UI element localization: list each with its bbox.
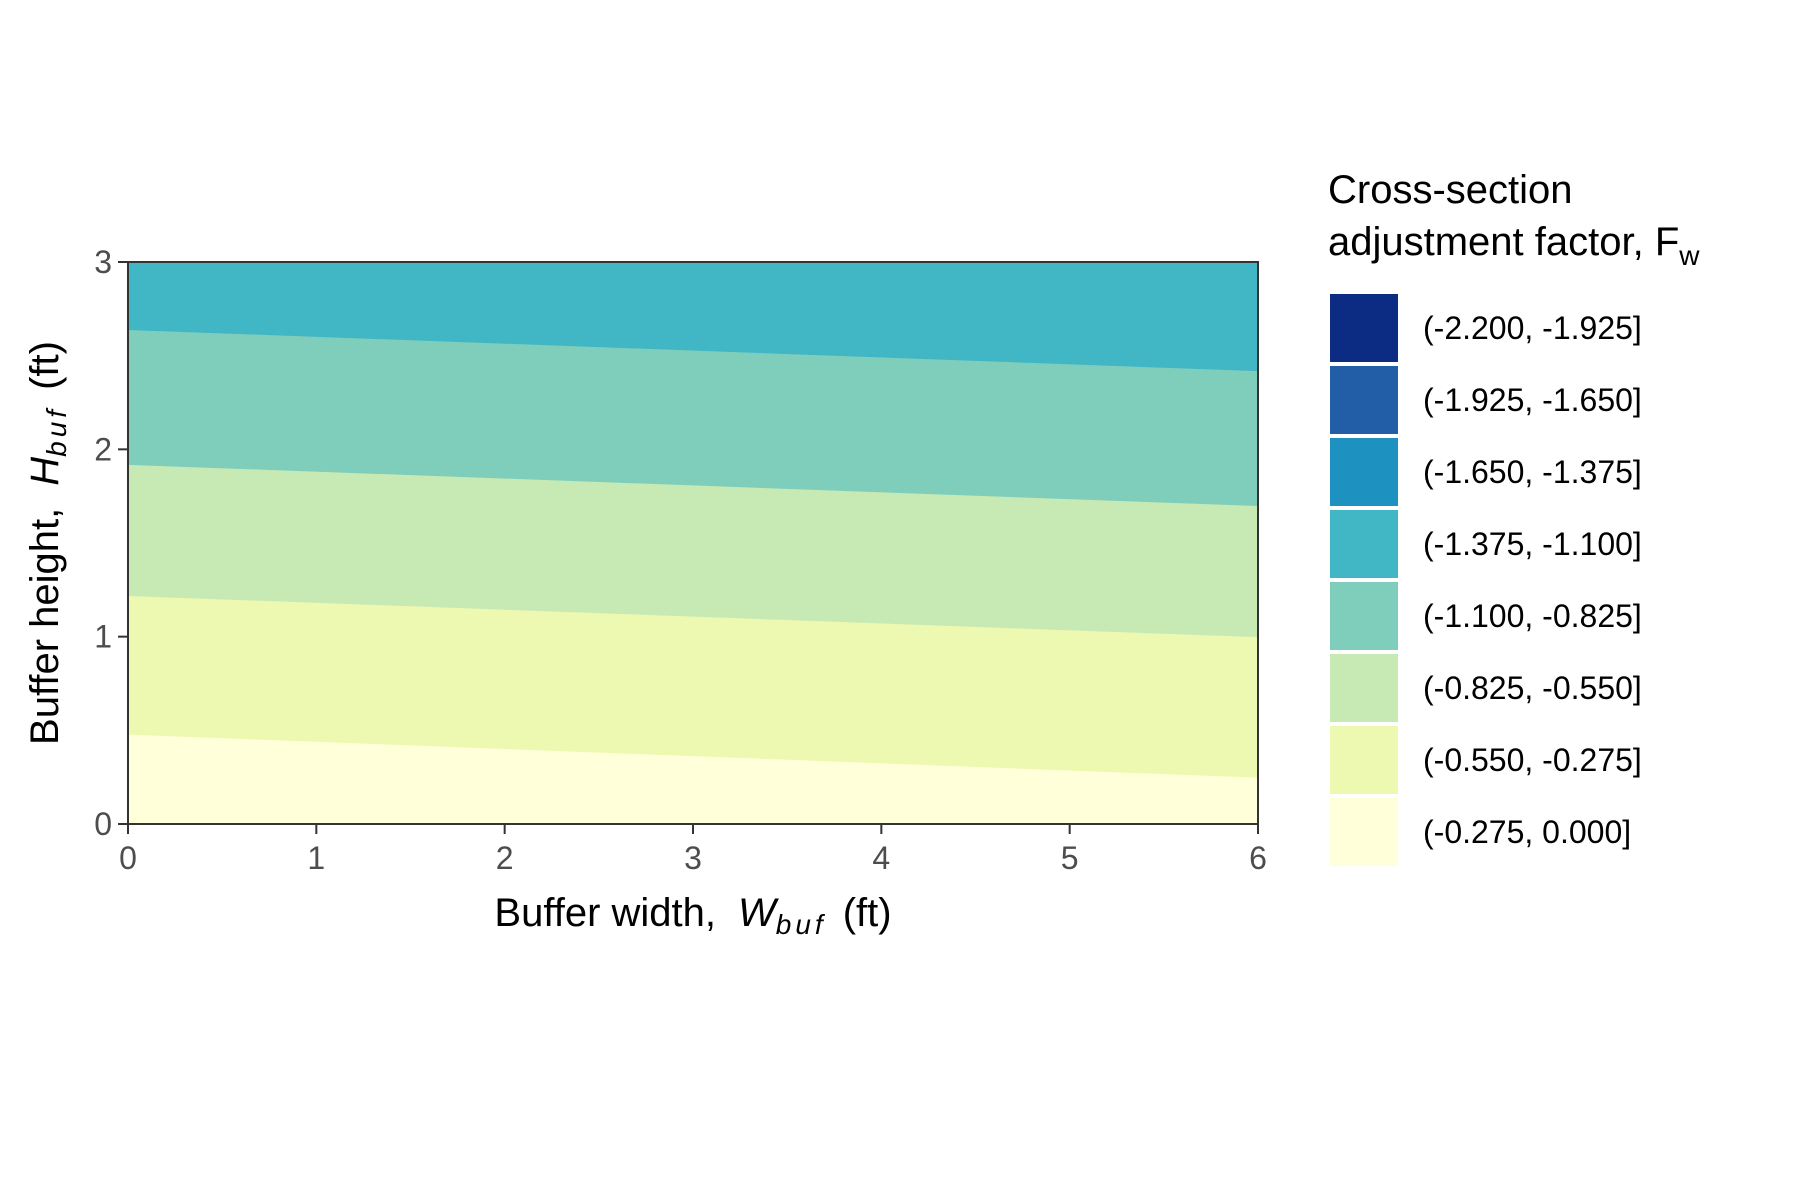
legend-label: (-1.925, -1.650] bbox=[1423, 382, 1642, 418]
legend-label: (-1.650, -1.375] bbox=[1423, 454, 1642, 490]
y-tick-label: 3 bbox=[94, 244, 112, 280]
legend-label: (-1.100, -0.825] bbox=[1423, 598, 1642, 634]
y-tick-label: 2 bbox=[94, 431, 112, 467]
contour-bands bbox=[127, 261, 1259, 825]
legend-key bbox=[1330, 798, 1398, 866]
y-axis-title: Buffer height,Hbuf(ft) bbox=[23, 341, 72, 745]
legend-key bbox=[1330, 510, 1398, 578]
legend-label: (-1.375, -1.100] bbox=[1423, 526, 1642, 562]
x-tick-label: 3 bbox=[684, 840, 702, 876]
legend-key bbox=[1330, 726, 1398, 794]
legend-label: (-0.275, 0.000] bbox=[1423, 814, 1631, 850]
legend-label: (-2.200, -1.925] bbox=[1423, 310, 1642, 346]
legend-label: (-0.825, -0.550] bbox=[1423, 670, 1642, 706]
legend-key bbox=[1330, 582, 1398, 650]
x-tick-label: 5 bbox=[1061, 840, 1079, 876]
legend-items: (-2.200, -1.925] (-1.925, -1.650] (-1.650,… bbox=[1330, 294, 1642, 866]
x-tick-label: 4 bbox=[872, 840, 890, 876]
x-axis-title: Buffer width, Wbuf (ft) bbox=[494, 891, 891, 940]
legend-title-line1: Cross-section bbox=[1328, 168, 1573, 212]
legend-key bbox=[1330, 366, 1398, 434]
y-tick-label: 0 bbox=[94, 806, 112, 842]
legend-key bbox=[1330, 294, 1398, 362]
x-axis: 0 1 2 3 4 5 6 bbox=[119, 824, 1267, 876]
x-tick-label: 2 bbox=[496, 840, 514, 876]
legend: Cross-section adjustment factor, Fw (-2.… bbox=[1328, 168, 1700, 866]
legend-key bbox=[1330, 438, 1398, 506]
y-tick-label: 1 bbox=[94, 619, 112, 655]
x-tick-label: 0 bbox=[119, 840, 137, 876]
y-axis: 0 1 2 3 bbox=[94, 244, 128, 842]
legend-label: (-0.550, -0.275] bbox=[1423, 742, 1642, 778]
legend-key bbox=[1330, 654, 1398, 722]
legend-title-line2: adjustment factor, Fw bbox=[1328, 220, 1700, 271]
x-tick-label: 1 bbox=[307, 840, 325, 876]
x-tick-label: 6 bbox=[1249, 840, 1267, 876]
